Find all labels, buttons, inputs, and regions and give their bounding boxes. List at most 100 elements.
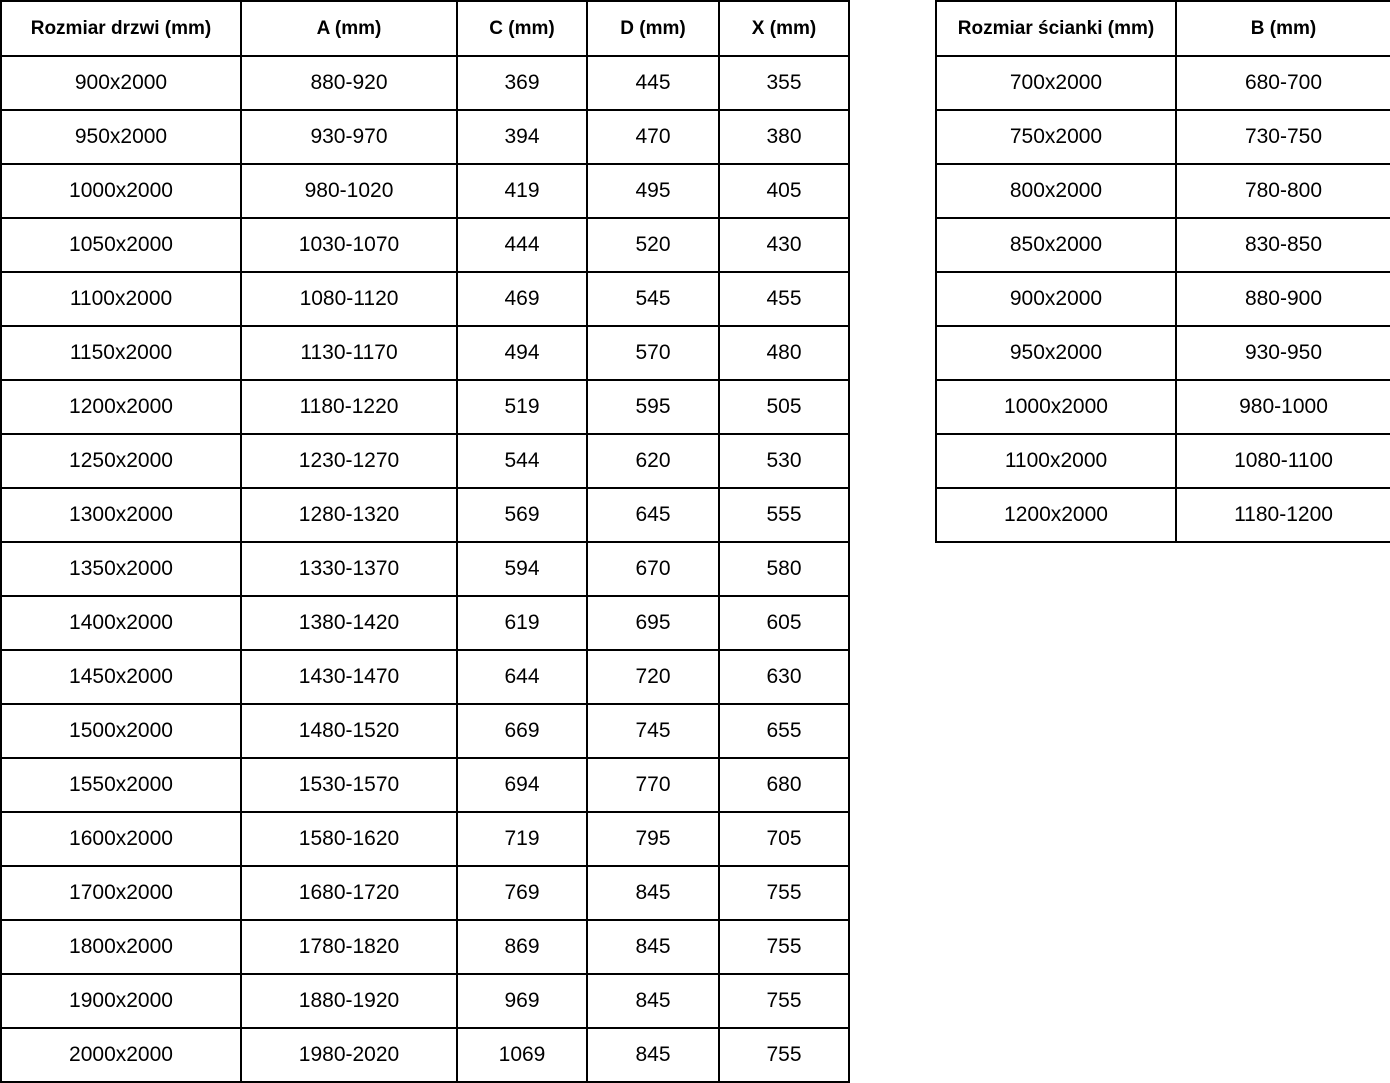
table-row: 1200x2000 1180-1200 <box>935 487 1390 543</box>
door-sizes-table-header: Rozmiar drzwi (mm) A (mm) C (mm) D (mm) … <box>0 0 850 57</box>
table-cell: 1680-1720 <box>240 865 458 921</box>
table-cell: 845 <box>586 919 720 975</box>
table-cell: 1350x2000 <box>0 541 242 597</box>
table-cell: 845 <box>586 1027 720 1083</box>
table-cell: 569 <box>456 487 588 543</box>
table-cell: 719 <box>456 811 588 867</box>
table-cell: 1050x2000 <box>0 217 242 273</box>
table-cell: 380 <box>718 109 850 165</box>
table-cell: 505 <box>718 379 850 435</box>
table-cell: 1180-1200 <box>1175 487 1390 543</box>
table-cell: 1450x2000 <box>0 649 242 705</box>
table-cell: 1980-2020 <box>240 1027 458 1083</box>
table-cell: 1000x2000 <box>935 379 1177 435</box>
column-header-door-size: Rozmiar drzwi (mm) <box>0 0 242 57</box>
table-cell: 755 <box>718 1027 850 1083</box>
table-cell: 880-900 <box>1175 271 1390 327</box>
table-cell: 494 <box>456 325 588 381</box>
table-cell: 645 <box>586 487 720 543</box>
table-cell: 969 <box>456 973 588 1029</box>
table-cell: 1780-1820 <box>240 919 458 975</box>
table-row: 1000x2000 980-1020 419 495 405 <box>0 163 850 219</box>
table-cell: 1800x2000 <box>0 919 242 975</box>
table-row: 1250x2000 1230-1270 544 620 530 <box>0 433 850 489</box>
table-cell: 1480-1520 <box>240 703 458 759</box>
table-cell: 519 <box>456 379 588 435</box>
table-row: 1350x2000 1330-1370 594 670 580 <box>0 541 850 597</box>
table-cell: 594 <box>456 541 588 597</box>
table-cell: 755 <box>718 865 850 921</box>
table-row: 1500x2000 1480-1520 669 745 655 <box>0 703 850 759</box>
door-sizes-table-body: 900x2000 880-920 369 445 355 950x2000 930-970 3… <box>0 55 850 1083</box>
table-row: 850x2000 830-850 <box>935 217 1390 273</box>
table-cell: 394 <box>456 109 588 165</box>
table-row: 1800x2000 1780-1820 869 845 755 <box>0 919 850 975</box>
table-cell: 1700x2000 <box>0 865 242 921</box>
table-cell: 769 <box>456 865 588 921</box>
table-cell: 880-920 <box>240 55 458 111</box>
table-cell: 1600x2000 <box>0 811 242 867</box>
table-cell: 980-1020 <box>240 163 458 219</box>
table-cell: 369 <box>456 55 588 111</box>
table-cell: 1330-1370 <box>240 541 458 597</box>
table-cell: 950x2000 <box>0 109 242 165</box>
table-cell: 669 <box>456 703 588 759</box>
wall-sizes-table-body: 700x2000 680-700 750x2000 730-750 800x2000 78… <box>935 55 1390 543</box>
table-cell: 444 <box>456 217 588 273</box>
table-row: 1000x2000 980-1000 <box>935 379 1390 435</box>
table-row: 1200x2000 1180-1220 519 595 505 <box>0 379 850 435</box>
table-cell: 1230-1270 <box>240 433 458 489</box>
table-cell: 1200x2000 <box>935 487 1177 543</box>
table-cell: 655 <box>718 703 850 759</box>
table-cell: 800x2000 <box>935 163 1177 219</box>
table-cell: 795 <box>586 811 720 867</box>
header-row: Rozmiar ścianki (mm) B (mm) <box>935 0 1390 57</box>
table-row: 700x2000 680-700 <box>935 55 1390 111</box>
table-row: 1450x2000 1430-1470 644 720 630 <box>0 649 850 705</box>
table-cell: 530 <box>718 433 850 489</box>
table-row: 1900x2000 1880-1920 969 845 755 <box>0 973 850 1029</box>
table-cell: 544 <box>456 433 588 489</box>
table-cell: 1100x2000 <box>0 271 242 327</box>
table-cell: 1030-1070 <box>240 217 458 273</box>
table-cell: 1900x2000 <box>0 973 242 1029</box>
wall-sizes-table: Rozmiar ścianki (mm) B (mm) 700x2000 680-… <box>935 0 1390 543</box>
column-header-c: C (mm) <box>456 0 588 57</box>
table-row: 2000x2000 1980-2020 1069 845 755 <box>0 1027 850 1083</box>
table-row: 1100x2000 1080-1100 <box>935 433 1390 489</box>
table-cell: 355 <box>718 55 850 111</box>
table-cell: 680 <box>718 757 850 813</box>
table-cell: 950x2000 <box>935 325 1177 381</box>
table-cell: 1250x2000 <box>0 433 242 489</box>
table-cell: 780-800 <box>1175 163 1390 219</box>
table-cell: 2000x2000 <box>0 1027 242 1083</box>
table-cell: 850x2000 <box>935 217 1177 273</box>
table-row: 1600x2000 1580-1620 719 795 705 <box>0 811 850 867</box>
table-cell: 495 <box>586 163 720 219</box>
table-row: 1550x2000 1530-1570 694 770 680 <box>0 757 850 813</box>
table-cell: 545 <box>586 271 720 327</box>
table-cell: 694 <box>456 757 588 813</box>
table-cell: 670 <box>586 541 720 597</box>
table-cell: 900x2000 <box>0 55 242 111</box>
table-row: 1050x2000 1030-1070 444 520 430 <box>0 217 850 273</box>
table-cell: 1000x2000 <box>0 163 242 219</box>
table-cell: 1100x2000 <box>935 433 1177 489</box>
table-cell: 1280-1320 <box>240 487 458 543</box>
table-cell: 1400x2000 <box>0 595 242 651</box>
table-cell: 755 <box>718 919 850 975</box>
table-cell: 1080-1100 <box>1175 433 1390 489</box>
table-cell: 1580-1620 <box>240 811 458 867</box>
column-header-d: D (mm) <box>586 0 720 57</box>
table-cell: 845 <box>586 973 720 1029</box>
table-cell: 1530-1570 <box>240 757 458 813</box>
table-cell: 720 <box>586 649 720 705</box>
table-cell: 619 <box>456 595 588 651</box>
table-row: 1150x2000 1130-1170 494 570 480 <box>0 325 850 381</box>
table-cell: 900x2000 <box>935 271 1177 327</box>
column-header-x: X (mm) <box>718 0 850 57</box>
table-row: 900x2000 880-920 369 445 355 <box>0 55 850 111</box>
table-cell: 1080-1120 <box>240 271 458 327</box>
table-cell: 1500x2000 <box>0 703 242 759</box>
